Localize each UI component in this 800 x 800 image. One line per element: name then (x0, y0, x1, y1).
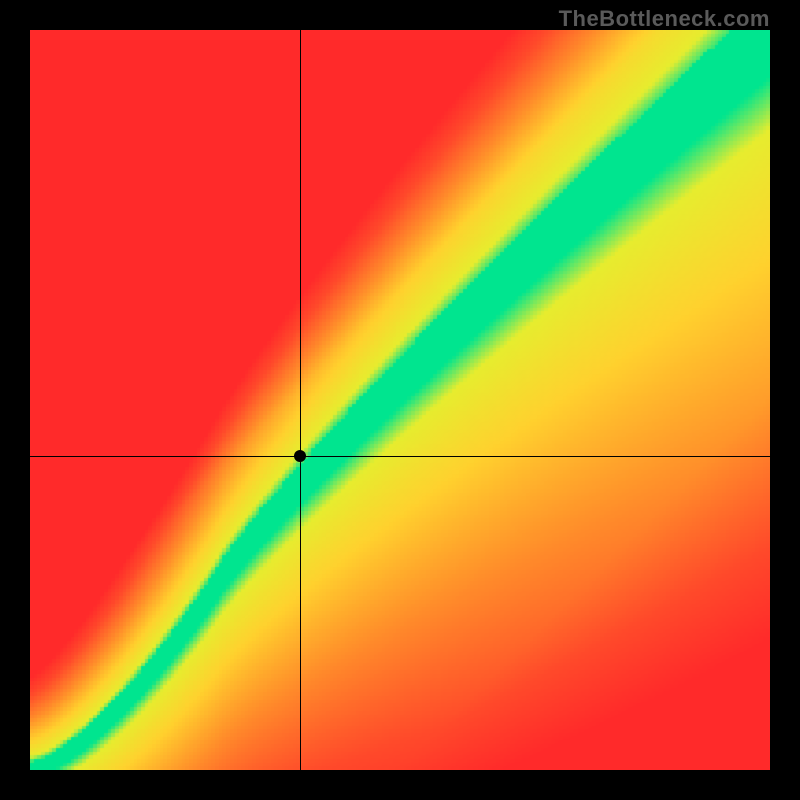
watermark-text: TheBottleneck.com (559, 6, 770, 32)
crosshair-vertical (300, 30, 301, 770)
selection-marker (294, 450, 306, 462)
plot-area (30, 30, 770, 770)
crosshair-horizontal (30, 456, 770, 457)
bottleneck-heatmap (30, 30, 770, 770)
